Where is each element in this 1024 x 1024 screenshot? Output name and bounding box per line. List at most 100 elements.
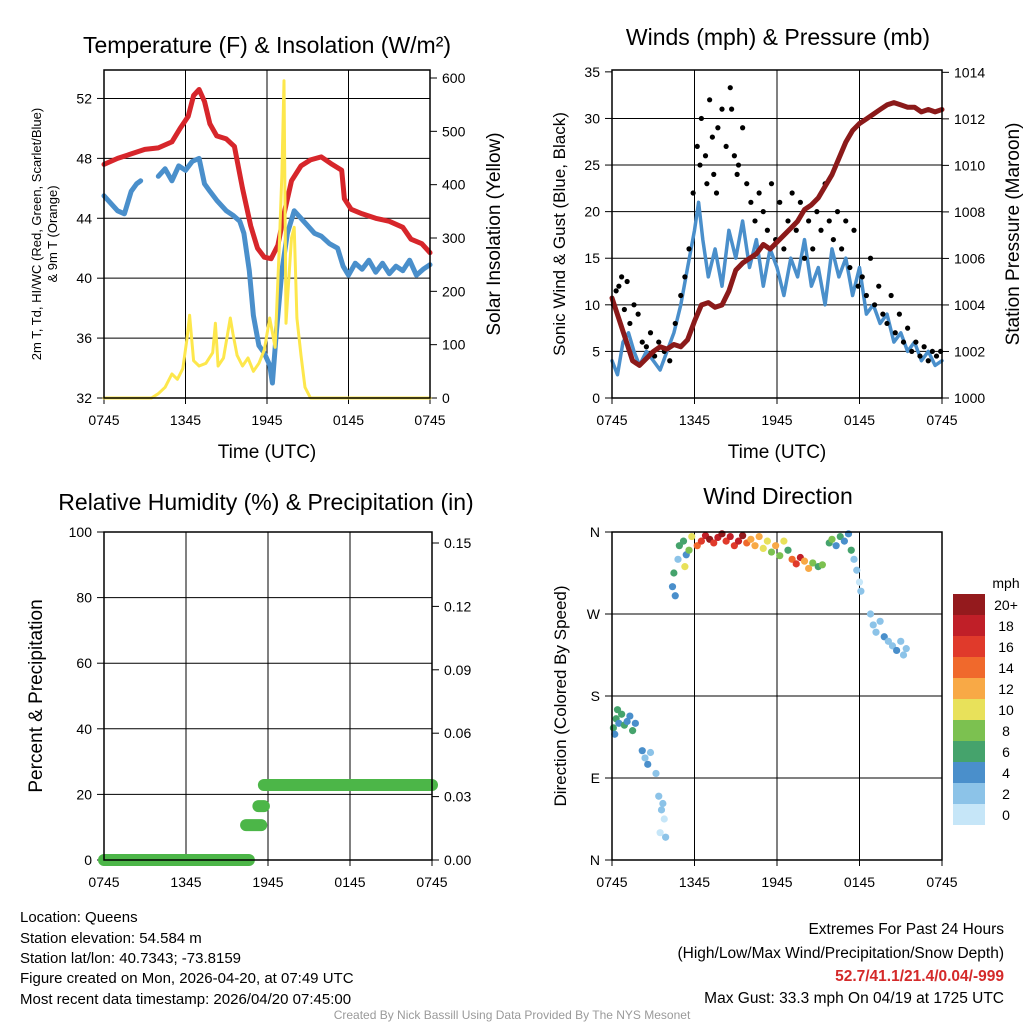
y-right-tick-label: 1004 (954, 297, 985, 313)
gust-point (834, 209, 841, 215)
y-tick-label: 40 (76, 270, 92, 286)
wind-direction-panel: 0745 1345 1945 0145 0745 N E S W N (587, 524, 958, 890)
y-right-tick-label: 500 (442, 123, 466, 139)
gust-point (667, 358, 673, 364)
y-right-tick-label: 1010 (954, 157, 985, 173)
wind-direction-point (847, 546, 855, 554)
legend-title: mph (992, 575, 1019, 591)
y-tick-label: 100 (69, 524, 93, 540)
station-pressure-line (609, 100, 945, 368)
x-tick-label: 0145 (844, 874, 875, 890)
gust-point (851, 227, 857, 233)
y-right-tick-label: 100 (442, 337, 466, 353)
gust-point (781, 246, 787, 252)
wind-direction-point (767, 548, 776, 556)
x-tick-label: 0145 (333, 412, 364, 428)
gust-point (727, 85, 733, 91)
gust-point (656, 339, 662, 345)
wind-direction-point (681, 563, 689, 571)
y-right-tick-label: 400 (442, 177, 466, 193)
wind-direction-point (739, 532, 747, 540)
humidity-y-axis-title: Percent & Precipitation (26, 599, 47, 792)
solar-y-axis-title: Solar Insolation (Yellow) (484, 132, 505, 335)
x-tick-label: 1945 (761, 874, 792, 890)
winds-panel: 0745 1345 1945 0145 0745 0 5 10 15 20 25 30 35 1000 10… (584, 64, 985, 428)
gust-point (892, 330, 898, 336)
y-tick-label: 35 (584, 64, 600, 80)
legend-swatch (953, 657, 985, 678)
gust-point (905, 325, 911, 331)
gust-point (686, 246, 692, 252)
y-right-tick-label: 0 (442, 390, 450, 406)
recent-data-text: Most recent data timestamp: 2026/04/20 0… (20, 991, 351, 1008)
legend-swatch (953, 678, 985, 699)
temperature-chart-title: Temperature (F) & Insolation (W/m²) (83, 32, 451, 58)
wind-direction-point (818, 561, 826, 569)
gust-point (624, 278, 630, 285)
x-tick-label: 1945 (252, 874, 283, 890)
legend-swatch (953, 594, 985, 615)
wind-direction-point (615, 719, 623, 727)
gust-point (777, 199, 783, 205)
y-tick-label: N (590, 852, 600, 868)
y-right-tick-label: 600 (442, 70, 466, 86)
gust-point (734, 171, 740, 177)
gust-point (619, 274, 625, 280)
max-gust-text: Max Gust: 33.3 mph On 04/19 at 1725 UTC (704, 990, 1004, 1007)
gust-point (744, 181, 750, 187)
gust-point (715, 125, 721, 131)
wind-direction-point (722, 537, 730, 545)
wind-direction-point (855, 578, 864, 586)
wind-direction-point (784, 546, 792, 554)
gust-point (929, 348, 935, 355)
gust-point (909, 348, 915, 355)
y-tick-label: W (587, 606, 601, 622)
legend-swatch (953, 720, 985, 741)
gust-point (639, 339, 645, 345)
gust-point (631, 302, 637, 308)
gust-point (697, 162, 703, 168)
gust-point (702, 153, 709, 159)
wind-direction-point (641, 754, 649, 762)
y-tick-label: 20 (584, 204, 600, 220)
wind-direction-point (688, 532, 696, 541)
y-tick-label: 25 (584, 157, 600, 173)
wind-direction-point (850, 555, 858, 563)
y-tick-label: 0 (592, 390, 600, 406)
x-tick-label: 1345 (679, 412, 710, 428)
wind-direction-point (776, 552, 784, 560)
y-tick-label: S (591, 688, 600, 704)
legend-swatch (953, 804, 985, 825)
gust-point (797, 199, 803, 205)
wind-direction-point (888, 642, 897, 650)
y-tick-label: 80 (76, 590, 92, 606)
temperature-x-axis-title: Time (UTC) (218, 442, 317, 463)
y-tick-label: 36 (76, 330, 92, 346)
extremes-subtitle: (High/Low/Max Wind/Precipitation/Snow De… (678, 945, 1005, 962)
gust-point (884, 320, 890, 327)
legend-label: 10 (998, 702, 1014, 718)
wind-direction-point (755, 532, 763, 541)
wind-direction-point (652, 769, 660, 778)
wind-direction-point (751, 542, 759, 550)
gust-point (704, 181, 710, 187)
wind-direction-point (613, 706, 622, 714)
y-right-tick-label: 1000 (954, 390, 985, 406)
legend-label: 14 (998, 660, 1014, 676)
y-tick-label: 48 (76, 150, 92, 166)
wind-direction-point (668, 583, 677, 591)
wind-direction-point (611, 730, 619, 738)
wind-direction-point (902, 645, 910, 653)
y-tick-label: 44 (76, 210, 92, 226)
gust-point (690, 190, 696, 196)
gust-point (888, 292, 894, 299)
y-right-tick-label: 0.06 (444, 725, 471, 741)
gust-point (818, 227, 824, 233)
wind-direction-point (674, 555, 682, 563)
gust-point (801, 255, 808, 261)
winds-plot-frame (611, 69, 943, 399)
gust-point (830, 236, 836, 243)
y-right-tick-label: 1006 (954, 250, 985, 266)
gust-point (855, 283, 861, 289)
